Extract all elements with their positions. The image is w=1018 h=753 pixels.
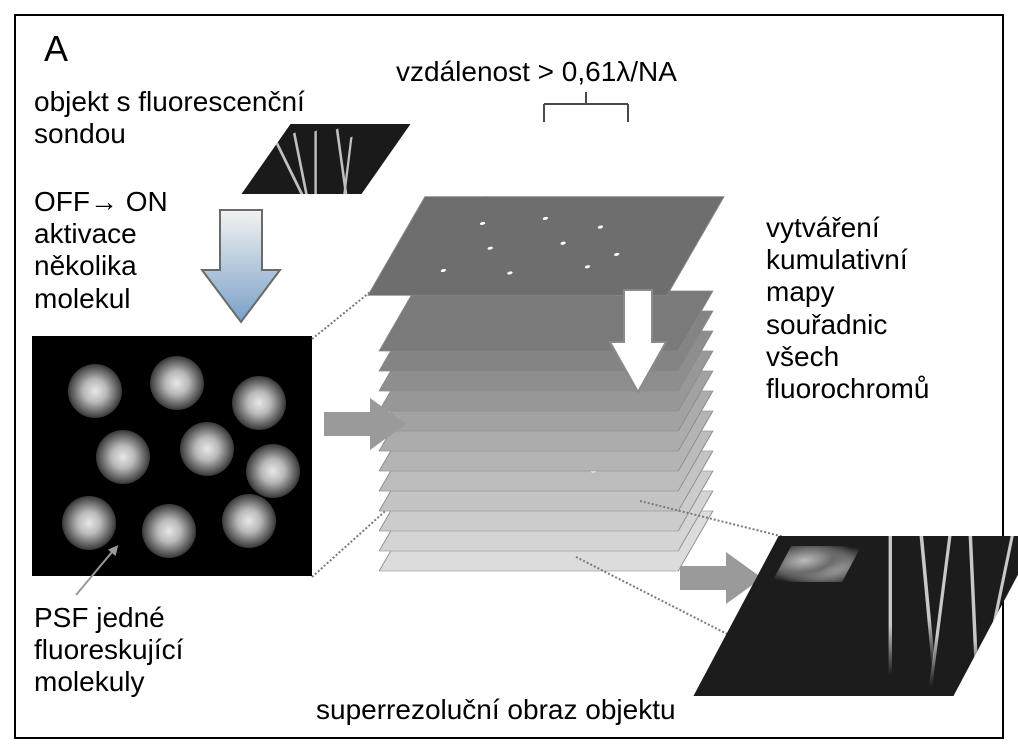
label-psf: PSF jedné fluoreskující molekuly — [34, 602, 183, 699]
psf-spot — [96, 430, 150, 484]
result-strand — [929, 536, 966, 688]
result-blob — [772, 546, 861, 582]
psf-spot — [246, 444, 300, 498]
label-object-probe: objekt s fluorescenční sondou — [34, 86, 305, 150]
psf-image — [32, 336, 312, 576]
stack-layer-top — [367, 196, 724, 295]
psf-spot — [180, 422, 234, 476]
arrow-white-down-icon — [606, 286, 670, 396]
image-stack — [396, 146, 756, 466]
psf-spot — [232, 376, 286, 430]
label-cumulative: vytváření kumulativní mapy souřadnic vše… — [766, 212, 929, 405]
arrow-right-to-stack-icon — [320, 392, 410, 456]
psf-spot — [222, 494, 276, 548]
label-result: superrezoluční obraz objektu — [316, 694, 676, 726]
result-strand — [889, 536, 892, 676]
psf-spot — [68, 364, 122, 418]
panel-label: A — [44, 28, 68, 70]
arrow-down-activation-icon — [198, 206, 284, 326]
psf-spot — [62, 496, 116, 550]
result-strand — [910, 536, 936, 667]
psf-spot — [142, 504, 196, 558]
label-distance: vzdálenost > 0,61λ/NA — [396, 56, 677, 88]
label-activation: OFF→ ON aktivace několika molekul — [34, 186, 168, 315]
result-strand — [979, 536, 1018, 689]
result-strand — [965, 536, 979, 689]
distance-bracket-icon — [516, 92, 656, 132]
diagram-frame: A objekt s fluorescenční sondou OFF→ ON … — [14, 14, 1004, 739]
psf-spot — [150, 356, 204, 410]
